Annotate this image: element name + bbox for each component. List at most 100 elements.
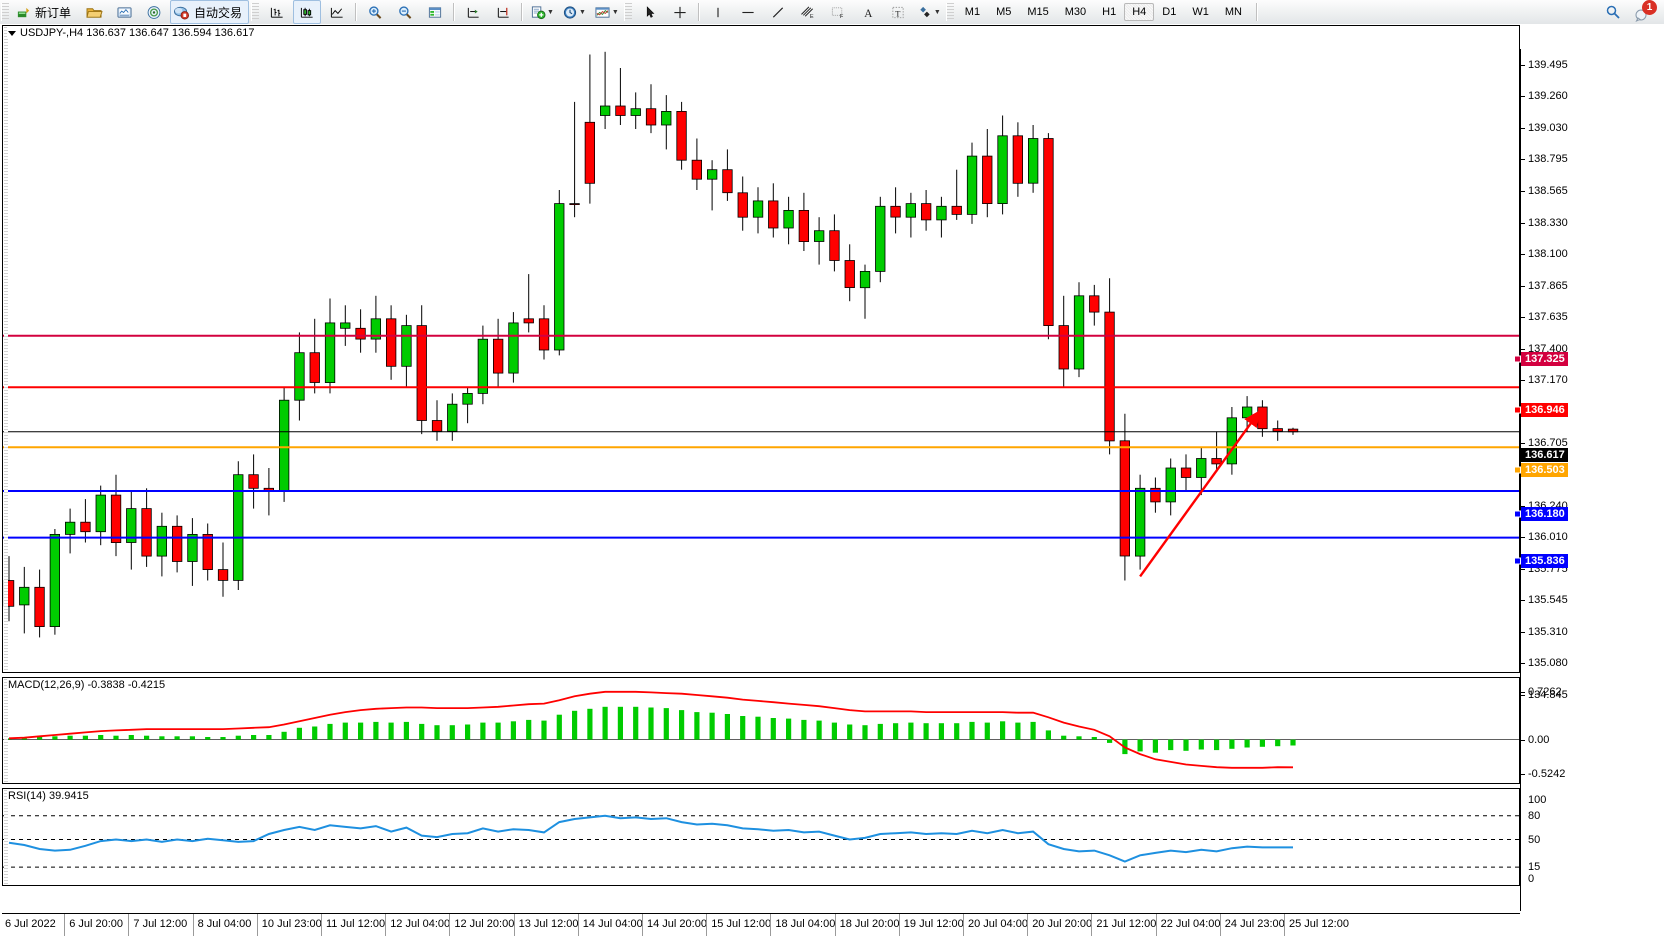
price-level-label-resistance-upper[interactable]: 137.325	[1514, 351, 1568, 366]
price-axis-tick	[1520, 222, 1525, 224]
time-axis-tick-label: 7 Jul 12:00	[133, 918, 188, 930]
indicators-dropdown-arrow[interactable]: ▼	[611, 8, 619, 16]
price-axis-tick-label: 139.030	[1528, 121, 1568, 134]
price-level-label-current-price[interactable]: 136.617	[1521, 447, 1568, 462]
macd-pane-grip[interactable]	[4, 679, 8, 782]
timeframe-m30[interactable]: M30	[1064, 6, 1087, 18]
zoom-in-button[interactable]	[361, 0, 389, 24]
toolbar-grip-3[interactable]	[623, 3, 632, 21]
new-order-label: 新订单	[35, 5, 72, 20]
horizontal-line-button[interactable]	[734, 0, 762, 24]
time-axis-separator	[128, 914, 130, 936]
crosshair-button[interactable]	[666, 0, 694, 24]
alerts-button[interactable]: 1	[1629, 0, 1657, 23]
toolbar-separator-4	[697, 3, 700, 21]
toolbar-grip[interactable]	[1, 3, 9, 21]
price-level-label-support-upper[interactable]: 136.180	[1514, 507, 1568, 521]
auto-trading-button[interactable]: 自动交易	[170, 0, 250, 24]
time-axis[interactable]: 6 Jul 2022 6 Jul 20:00 7 Jul 12:00 8 Jul 04…	[2, 913, 1520, 936]
price-level-label-resistance-lower[interactable]: 136.946	[1514, 403, 1568, 418]
time-axis-tick-label: 12 Jul 20:00	[454, 918, 515, 930]
time-axis-tick-label: 18 Jul 20:00	[839, 918, 900, 930]
macd-axis-tick	[1520, 774, 1525, 775]
timeframe-mn[interactable]: MN	[1224, 6, 1242, 18]
timeframe-m5[interactable]: M5	[996, 6, 1012, 18]
templates-button[interactable]: ▼	[527, 0, 557, 24]
text-icon: A	[864, 8, 873, 20]
chart-shift-button[interactable]	[459, 0, 487, 24]
toolbar-grip-2[interactable]	[251, 3, 260, 21]
shapes-icon	[920, 6, 930, 17]
time-axis-tick-label: 20 Jul 20:00	[1032, 918, 1093, 930]
time-axis-separator	[256, 914, 258, 936]
chart-area: USDJPY-,H4 136.637 136.647 136.594 136.6…	[0, 24, 1664, 951]
toolbar-grip-4[interactable]	[945, 3, 954, 21]
time-axis-separator	[513, 914, 515, 936]
time-axis-separator	[963, 914, 964, 936]
macd-axis-tick	[1520, 692, 1525, 693]
shapes-button[interactable]: ▼	[914, 0, 944, 24]
bar-chart-button[interactable]	[263, 0, 291, 24]
rsi-pane[interactable]: RSI(14) 39.9415	[2, 788, 1520, 886]
candlestick-chart-button[interactable]	[293, 0, 322, 24]
timeframe-m15[interactable]: M15	[1027, 6, 1049, 18]
zoom-in-icon	[369, 5, 382, 19]
price-pane[interactable]: USDJPY-,H4 136.637 136.647 136.594 136.6…	[2, 25, 1520, 673]
timeframe-h4[interactable]: H4	[1124, 3, 1155, 21]
rsi-plot	[3, 814, 1519, 868]
time-axis-separator	[1091, 914, 1093, 936]
price-axis-tick	[1520, 316, 1525, 318]
price-level-handle[interactable]	[1514, 557, 1521, 565]
cursor-button[interactable]	[636, 0, 664, 24]
shapes-dropdown-arrow[interactable]: ▼	[933, 8, 941, 16]
timeframe-w1[interactable]: W1	[1192, 6, 1209, 18]
line-chart-button[interactable]	[323, 0, 351, 24]
rsi-label: RSI(14) 39.9415	[7, 790, 90, 802]
svg-text:A: A	[864, 8, 873, 20]
price-pane-grip[interactable]	[4, 27, 8, 671]
period-dropdown-arrow[interactable]: ▼	[578, 8, 586, 16]
price-axis-tick	[1520, 253, 1525, 255]
text-button[interactable]: A	[854, 0, 882, 24]
zoom-out-button[interactable]	[391, 0, 419, 24]
timeframe-h1[interactable]: H1	[1102, 6, 1117, 18]
svg-text:T: T	[895, 8, 900, 18]
time-axis-separator	[1155, 914, 1157, 936]
price-axis-tick-label: 139.260	[1528, 90, 1568, 103]
equidistant-channel-button[interactable]: F	[824, 0, 852, 24]
indicators-button[interactable]: ▼	[591, 0, 622, 24]
vertical-line-button[interactable]	[704, 0, 732, 24]
rsi-pane-grip[interactable]	[4, 790, 8, 884]
equidistant-channel-icon: F	[831, 6, 844, 20]
price-level-handle[interactable]	[1514, 510, 1521, 518]
folder-button[interactable]	[80, 0, 108, 24]
price-axis[interactable]: 139.495 139.260 139.030 138.795 138.565 138.3…	[1514, 49, 1664, 911]
fibonacci-button[interactable]: E	[794, 0, 822, 24]
macd-axis-tick-label: 0.00	[1528, 733, 1550, 746]
chart-collapse-icon[interactable]	[8, 30, 16, 36]
macd-pane[interactable]: MACD(12,26,9) -0.3838 -0.4215	[2, 677, 1520, 784]
price-level-label-support-lower[interactable]: 135.836	[1514, 553, 1568, 568]
data-window-button[interactable]	[421, 0, 449, 24]
timeframe-d1[interactable]: D1	[1162, 6, 1177, 18]
text-label-button[interactable]: T	[884, 0, 912, 24]
price-axis-tick-label: 136.010	[1528, 531, 1568, 544]
price-level-label-pivot-orange[interactable]: 136.503	[1514, 463, 1568, 478]
search-button[interactable]	[1599, 0, 1627, 24]
templates-dropdown-arrow[interactable]: ▼	[547, 8, 554, 16]
auto-scroll-button[interactable]	[489, 0, 517, 24]
toolbar-separator-2	[453, 3, 456, 21]
new-order-button[interactable]: 新订单	[13, 0, 78, 24]
price-level-handle[interactable]	[1514, 355, 1521, 363]
price-level-handle[interactable]	[1514, 466, 1521, 474]
navigator-button[interactable]	[140, 0, 168, 24]
price-plot	[3, 51, 1519, 638]
trendline-button[interactable]	[764, 0, 792, 24]
timeframe-m1[interactable]: M1	[964, 6, 981, 18]
time-axis-tick-label: 25 Jul 12:00	[1289, 918, 1349, 930]
period-button[interactable]: ▼	[559, 0, 589, 24]
price-level-handle[interactable]	[1514, 406, 1521, 414]
zoom-out-icon	[399, 5, 412, 19]
expert-advisor-button[interactable]	[110, 0, 138, 24]
toolbar-right-group: 1	[1598, 0, 1664, 24]
